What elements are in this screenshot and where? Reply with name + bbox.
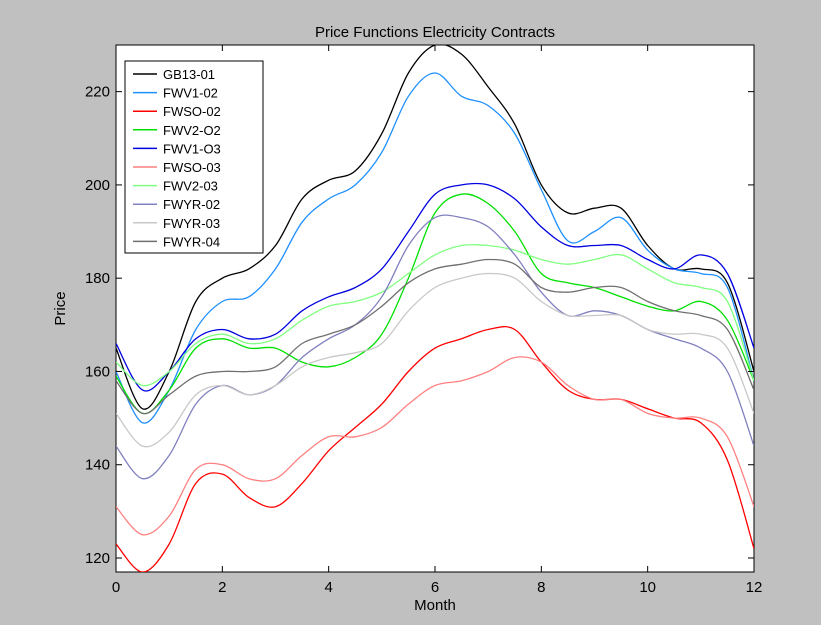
legend-label-9: FWYR-04 [163, 234, 220, 249]
series-line-6 [116, 244, 754, 387]
x-tick-label-3: 6 [431, 579, 439, 596]
y-tick-label-3: 180 [85, 270, 110, 287]
series-line-0 [116, 45, 754, 410]
series-line-3 [116, 193, 754, 415]
x-axis-label: Month [414, 597, 456, 614]
legend-label-1: FWV1-02 [163, 86, 218, 101]
legend-label-6: FWV2-03 [163, 179, 218, 194]
series-line-8 [116, 272, 754, 448]
series-line-2 [116, 326, 754, 572]
y-tick-label-2: 160 [85, 363, 110, 380]
legend-label-0: GB13-01 [163, 67, 215, 82]
x-tick-label-1: 2 [218, 579, 226, 596]
legend-label-8: FWYR-03 [163, 216, 220, 231]
y-tick-label-0: 120 [85, 550, 110, 567]
series-line-4 [116, 182, 754, 392]
legend-label-7: FWYR-02 [163, 197, 220, 212]
y-axis-label: Price [52, 291, 69, 325]
x-tick-label-4: 8 [537, 579, 545, 596]
y-tick-label-4: 200 [85, 177, 110, 194]
legend-label-4: FWV1-O3 [163, 141, 221, 156]
y-tick-label-1: 140 [85, 457, 110, 474]
y-tick-label-5: 220 [85, 84, 110, 101]
series-line-5 [116, 356, 754, 536]
x-tick-label-2: 4 [324, 579, 332, 596]
series-line-9 [116, 258, 754, 415]
series-layer [116, 45, 754, 572]
chart-title: Price Functions Electricity Contracts [315, 24, 555, 41]
legend-label-5: FWSO-03 [163, 160, 221, 175]
axes-layer: 0 2 4 6 8 10 12 120 140 160 180 200 220 [85, 45, 762, 596]
series-line-1 [116, 72, 754, 424]
legend: GB13-01 FWV1-02 FWSO-02 FWV2-O2 FWV1-O3 FWSO-… [124, 60, 264, 254]
x-tick-label-0: 0 [112, 579, 120, 596]
x-tick-label-6: 12 [746, 579, 763, 596]
legend-label-2: FWSO-02 [163, 104, 221, 119]
x-tick-label-5: 10 [639, 579, 656, 596]
legend-label-3: FWV2-O2 [163, 123, 221, 138]
